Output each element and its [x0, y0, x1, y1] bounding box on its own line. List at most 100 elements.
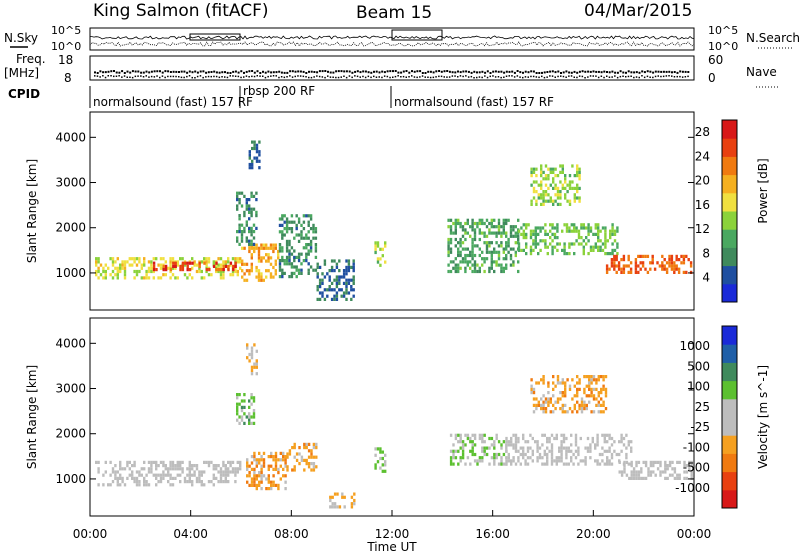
cell-r9 [559, 407, 562, 411]
cell-r10 [652, 460, 655, 464]
cell-r6 [350, 288, 353, 292]
nave-point [362, 75, 364, 78]
cell-r1 [172, 264, 175, 268]
nave-point [354, 75, 356, 77]
cell-r4 [303, 468, 306, 472]
cell-r10 [640, 467, 643, 471]
cell-r0 [162, 273, 165, 277]
nave-point [473, 77, 475, 79]
cell-r1 [250, 415, 253, 419]
cell-r8 [454, 231, 457, 235]
cell-r8 [471, 247, 474, 251]
cell-r9 [532, 403, 536, 407]
freq-point [665, 70, 668, 73]
power-background [90, 112, 694, 310]
nave-point [99, 76, 101, 78]
cell-r3 [248, 210, 251, 214]
cell-r3 [279, 458, 282, 462]
cell-r10 [690, 476, 693, 480]
cell-r3 [252, 207, 256, 211]
nave-point [394, 75, 397, 78]
cell-r8 [591, 436, 594, 441]
cell-r8 [469, 250, 472, 254]
cell-r9 [611, 248, 614, 252]
cell-r8 [495, 234, 498, 238]
cell-r7 [497, 462, 501, 466]
cell-r9 [525, 242, 528, 246]
cell-r6 [381, 450, 384, 454]
cell-r9 [568, 407, 572, 411]
freq-point [676, 71, 679, 74]
freq-point [140, 71, 143, 74]
cell-r9 [573, 229, 576, 233]
cell-r0 [234, 473, 237, 477]
cell-r8 [473, 234, 477, 238]
cell-r8 [502, 250, 505, 254]
cell-r9 [542, 394, 545, 398]
cell-r9 [588, 384, 591, 388]
nave-point [210, 75, 212, 78]
freq-point [221, 71, 224, 74]
cell-r9 [597, 245, 600, 249]
cell-r8 [596, 462, 599, 466]
cell-r10 [532, 190, 536, 194]
cell-r5 [283, 259, 286, 263]
nave-label: Nave [746, 65, 777, 79]
nave-point [332, 76, 334, 78]
cell-r6 [347, 259, 351, 263]
cell-r3 [284, 464, 287, 468]
freq-point [513, 71, 516, 74]
cell-r9 [583, 407, 586, 411]
nave-point [676, 75, 678, 78]
cell-r3 [238, 201, 241, 205]
cell-r8 [512, 247, 515, 251]
nave-point [570, 75, 573, 77]
cell-r6 [379, 450, 382, 454]
cell-r11 [665, 267, 669, 271]
cell-r8 [517, 269, 520, 274]
cell-r1 [248, 405, 251, 409]
cell-r8 [610, 436, 614, 441]
cell-r0 [140, 473, 143, 477]
cell-r8 [509, 263, 513, 267]
cell-r9 [582, 239, 585, 243]
cell-r8 [543, 449, 546, 453]
cell-r7 [483, 452, 486, 457]
nave-point [557, 75, 559, 78]
cell-r2 [265, 269, 268, 273]
nave-point [489, 75, 491, 78]
cell-r0 [176, 260, 179, 264]
cell-r8 [572, 462, 575, 466]
nave-point [524, 76, 527, 78]
cell-r8 [550, 462, 554, 466]
cell-r9 [554, 407, 557, 411]
cell-r11 [634, 258, 638, 262]
cell-r8 [490, 218, 493, 222]
cell-r9 [587, 223, 590, 227]
cell-r5 [285, 223, 289, 227]
nave-point [159, 76, 161, 79]
cell-r5 [285, 262, 289, 266]
cell-r10 [532, 170, 536, 174]
cell-r3 [272, 467, 275, 471]
cell-r3 [277, 483, 280, 487]
cell-r1 [248, 418, 251, 422]
cell-r0 [219, 476, 223, 480]
freq-point [362, 70, 365, 73]
cell-r0 [116, 276, 119, 280]
cell-r10 [673, 470, 677, 474]
nave-point [538, 76, 540, 79]
cell-r8 [457, 253, 460, 258]
cell-r4 [312, 462, 316, 466]
cell-r0 [164, 473, 167, 477]
cell-r0 [234, 470, 237, 474]
cell-r10 [556, 202, 560, 206]
cell-r0 [123, 266, 127, 270]
cell-r9 [578, 407, 581, 411]
nave-point [283, 76, 286, 79]
freq-point [310, 70, 313, 73]
cell-r5 [288, 275, 291, 279]
cell-r9 [547, 391, 550, 395]
cell-r8 [459, 250, 462, 254]
freq-point [440, 70, 443, 73]
